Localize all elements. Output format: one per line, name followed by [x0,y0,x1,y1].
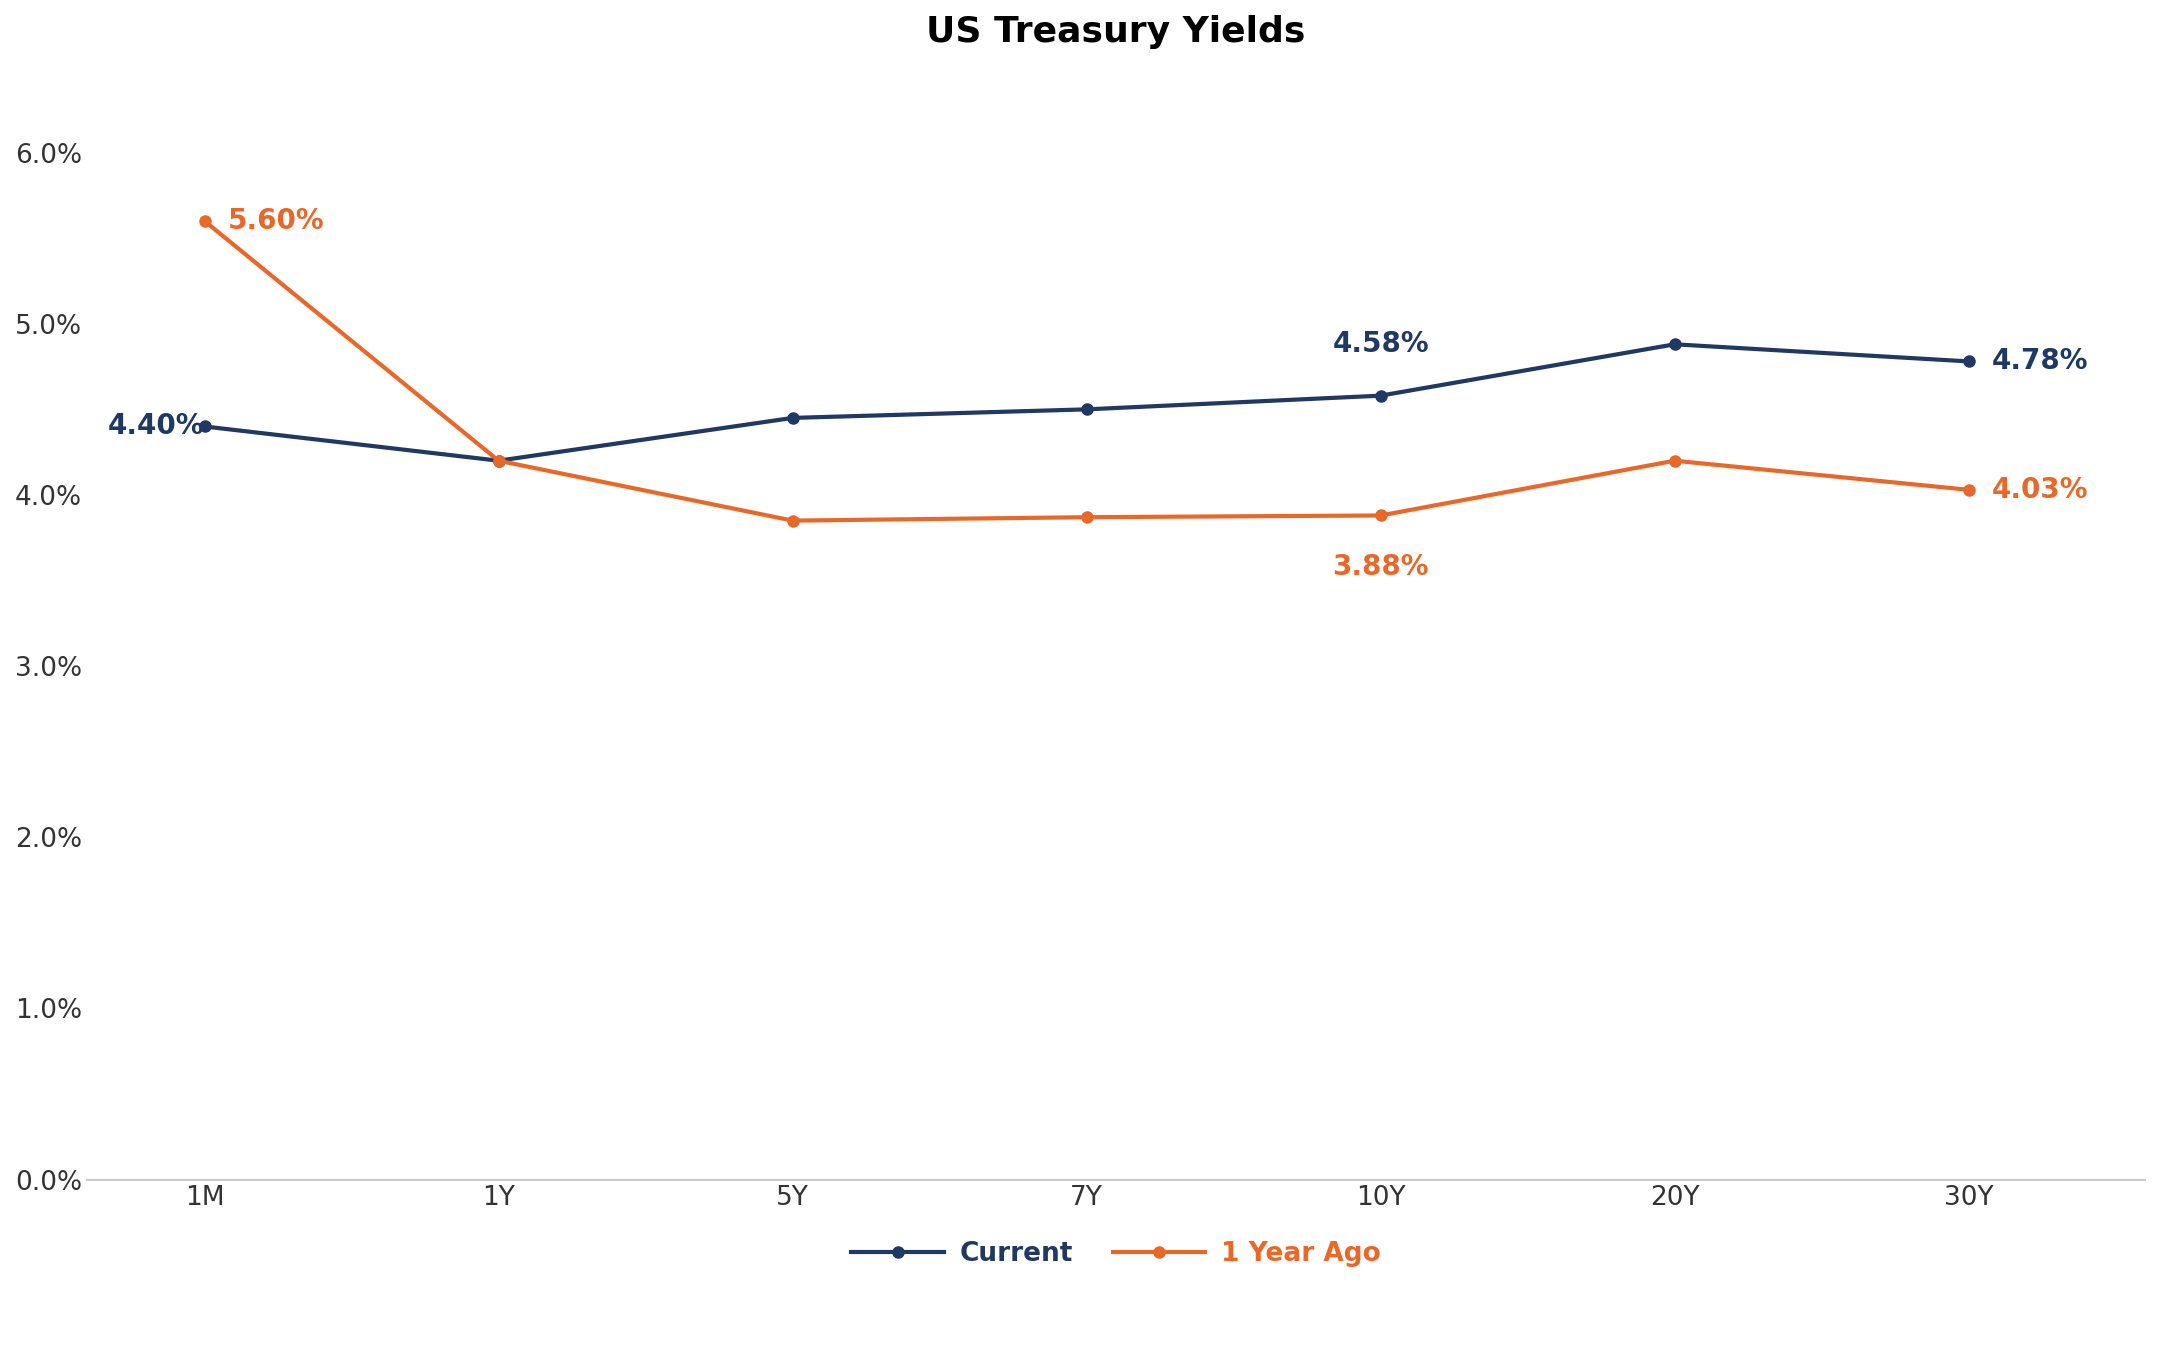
Text: 4.78%: 4.78% [1992,348,2089,375]
Current [486,453,512,470]
1 Year Ago [1074,509,1099,526]
1 Year Ago [1955,482,1981,498]
Title: US Treasury Yields: US Treasury Yields [927,15,1305,49]
1 Year Ago [486,453,512,470]
1 Year Ago [780,512,806,528]
Current [192,419,218,435]
Current [1661,337,1687,353]
Text: 4.58%: 4.58% [1333,330,1430,359]
Text: 4.40%: 4.40% [108,412,205,441]
Text: 3.88%: 3.88% [1333,553,1430,580]
1 Year Ago [192,212,218,229]
Line: Current: Current [199,338,1974,467]
Current [1367,387,1393,404]
Current [1955,353,1981,370]
Legend: Current, 1 Year Ago: Current, 1 Year Ago [840,1231,1391,1277]
Current [780,409,806,426]
1 Year Ago [1661,453,1687,470]
Line: 1 Year Ago: 1 Year Ago [199,215,1974,526]
Text: 4.03%: 4.03% [1992,476,2089,504]
Text: 5.60%: 5.60% [229,207,324,235]
1 Year Ago [1367,508,1393,524]
Current [1074,401,1099,418]
